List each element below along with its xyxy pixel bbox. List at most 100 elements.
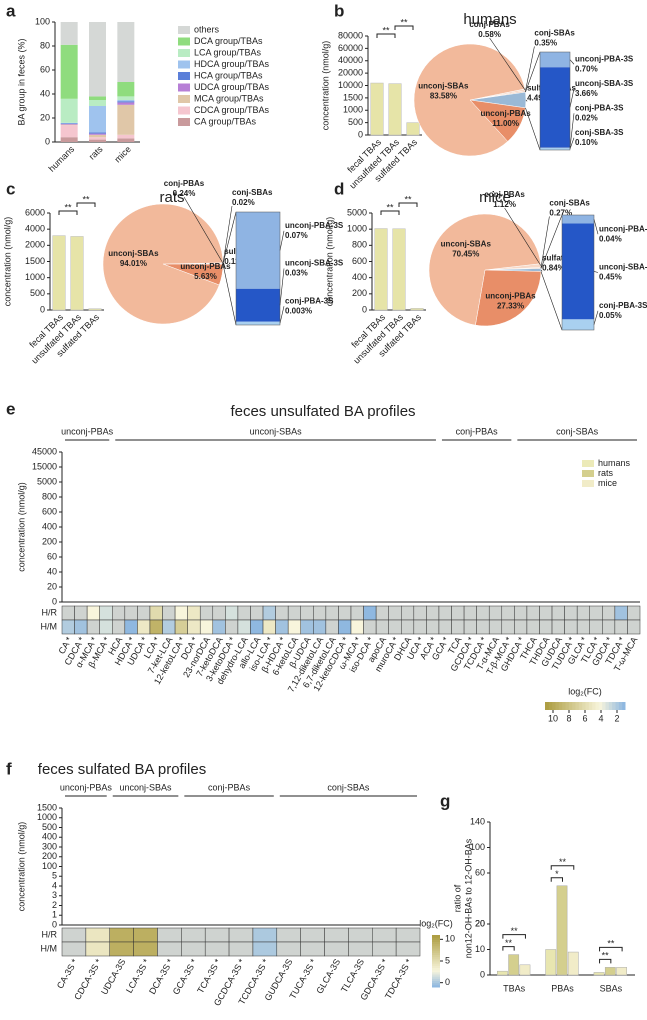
heatmap-cell [74,619,88,635]
heatmap-cell [109,941,134,957]
legend-swatch [178,118,190,126]
heatmap-empty-cell [438,619,452,635]
panel-title: feces sulfated BA profiles [38,761,206,778]
pie-slice [413,43,526,157]
significance-bracket [76,202,96,207]
y-tick-label: 0 [52,596,57,606]
colorbar-step [432,974,440,977]
heatmap-empty-cell [539,605,553,621]
breakdown-value-label: 0.04% [599,234,622,243]
y-tick-label: 400 [42,521,57,531]
heatmap-cell [99,605,113,621]
heatmap-empty-cell [476,605,490,621]
y-tick-label: 0 [40,304,45,314]
heatmap-cell [199,619,214,635]
y-tick-label: 1000 [347,224,367,234]
heatmap-empty-cell [627,605,641,621]
pie-label: unconj-SBAs [441,240,492,249]
heatmap-empty-cell [589,605,603,621]
y-tick-label: 60 [47,551,57,561]
y-tick-label: 10 [475,944,485,954]
x-tick-label: rats [87,144,105,162]
breakdown-value-label: 0.05% [599,311,622,320]
y-tick-label: 10000 [338,80,363,90]
y-tick-label: 40 [47,566,57,576]
colorbar-tick-label: 5 [445,955,450,965]
pie-label: conj-SBAs [534,29,575,38]
colorbar-step [432,937,440,940]
bar-segment [117,104,135,135]
y-tick-label: 500 [42,822,57,832]
legend-swatch [178,83,190,92]
significance-bracket [599,958,612,964]
y-tick-label: 300 [42,841,57,851]
y-tick-label: 15000 [32,461,57,471]
heatmap-empty-cell [526,605,540,621]
heatmap-cell [313,619,327,635]
heatmap-empty-cell [348,927,373,943]
group-label: unconj-PBAs [60,782,113,792]
heatmap-cell [252,941,278,957]
colorbar-step [598,702,603,710]
y-axis-label: ratio of [452,884,462,912]
heatmap-empty-cell [181,927,206,943]
heatmap-empty-cell [426,619,440,635]
y-tick-label: 1500 [25,256,45,266]
heatmap-empty-cell [413,619,427,635]
heatmap-cell [614,605,628,621]
bar-segment [117,82,135,97]
y-tick-label: 4000 [25,224,45,234]
bar-segment [89,133,106,135]
bar-segment [60,137,78,142]
bar-segment [89,139,106,142]
y-tick-label: 400 [42,832,57,842]
heatmap-empty-cell [287,605,301,621]
pie-value-label: 5.63% [194,272,217,281]
heatmap-empty-cell [501,605,515,621]
connector-line [525,107,541,151]
colorbar-step [568,702,573,710]
y-tick-label: 100 [470,842,485,852]
heatmap-cell [187,619,201,635]
bar-segment [60,125,78,138]
bar [508,954,520,976]
heatmap-empty-cell [564,605,578,621]
pie-slice [428,213,541,326]
y-tick-label: 800 [42,491,57,501]
heatmap-cell [99,619,113,635]
colorbar-step [432,956,440,960]
heatmap-empty-cell [551,619,565,635]
breakdown-frame [539,51,571,151]
leader-line [569,59,575,65]
y-tick-label: 4 [52,880,57,890]
heatmap-cell [187,605,201,621]
bar-segment [60,124,78,126]
legend-label: rats [598,468,614,478]
heatmap-cell [86,605,100,621]
heatmap-empty-cell [375,605,389,621]
bar [52,235,66,311]
bar-segment [89,22,106,97]
breakdown-value-label: 0.10% [575,138,598,147]
colorbar-tick-label: 4 [598,713,603,723]
pie-value-label: 94.01% [120,259,147,268]
y-tick-label: 20000 [338,68,363,78]
group-label: unconj-SBAs [120,782,173,792]
y-axis-label: concentration (nmol/g) [16,822,26,912]
colorbar-step [611,702,616,710]
leader-line [489,37,526,91]
heatmap-empty-cell [157,941,182,957]
significance-label: ** [511,926,519,936]
colorbar-step [432,939,440,942]
colorbar-label: log₂(FC) [568,686,602,696]
breakdown-label: unconj-PBA-3S [285,221,344,230]
y-tick-label: 1500 [343,92,363,102]
heatmap-empty-cell [576,619,590,635]
colorbar-step [608,702,613,710]
colorbar-step [432,978,440,981]
y-tick-label: 20 [40,112,50,122]
leader-line [525,46,535,92]
heatmap-empty-cell [488,619,503,635]
legend-swatch [178,60,190,69]
group-label: unconj-PBAs [61,426,114,436]
